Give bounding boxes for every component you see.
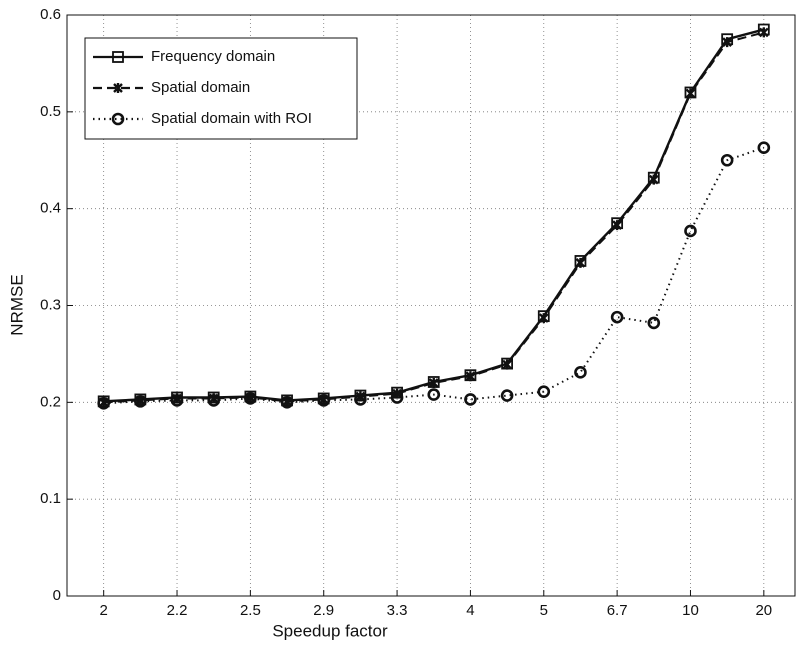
marker	[722, 37, 732, 48]
marker	[758, 27, 769, 38]
marker	[720, 153, 734, 167]
plot-frame	[66, 14, 796, 597]
marker	[427, 388, 441, 401]
x-tick-label: 5	[540, 602, 548, 619]
legend-box	[84, 37, 358, 140]
marker	[648, 174, 659, 185]
marker	[612, 220, 622, 231]
legend-label: Spatial domain with ROI	[151, 110, 312, 127]
marker	[538, 313, 549, 324]
marker	[574, 366, 587, 379]
x-tick-label: 10	[682, 602, 699, 619]
marker	[280, 396, 294, 409]
legend-label: Frequency domain	[151, 48, 275, 65]
marker	[113, 83, 123, 93]
x-tick-label: 2.9	[313, 602, 334, 619]
legend: Frequency domain Spatial domain Spatial do…	[84, 37, 358, 140]
x-axis-label: Speedup factor	[272, 621, 388, 640]
x-tick-label: 6.7	[607, 602, 628, 619]
marker	[757, 141, 771, 154]
series-line	[103, 146, 765, 405]
x-tick-label: 4	[466, 602, 474, 619]
marker	[464, 393, 477, 406]
y-tick-label: 0.3	[40, 296, 61, 313]
marker	[685, 88, 696, 99]
x-tick-label: 2.2	[167, 602, 188, 619]
marker	[317, 394, 331, 407]
marker	[428, 377, 439, 388]
marker	[465, 371, 476, 382]
marker	[500, 389, 514, 402]
x-tick-label: 2.5	[240, 602, 261, 619]
marker	[112, 51, 124, 63]
marker	[684, 224, 697, 238]
marker	[610, 310, 624, 324]
marker	[575, 257, 586, 268]
x-tick-label: 2	[100, 602, 108, 619]
marker	[111, 112, 125, 126]
marker	[354, 393, 367, 406]
marker	[244, 392, 257, 405]
y-tick-label: 0.6	[40, 6, 61, 23]
y-tick-label: 0	[53, 587, 61, 604]
x-tick-label: 20	[755, 602, 772, 619]
legend-label: Spatial domain	[151, 79, 250, 96]
marker	[207, 394, 221, 407]
y-tick-label: 0.5	[40, 103, 61, 120]
marker	[390, 391, 404, 404]
y-tick-label: 0.4	[40, 200, 61, 217]
y-tick-label: 0.2	[40, 393, 61, 410]
marker	[537, 385, 551, 398]
y-axis-label: NRMSE	[7, 274, 26, 335]
y-tick-label: 0.1	[40, 490, 61, 507]
marker	[502, 359, 512, 370]
marker	[97, 397, 110, 410]
x-tick-label: 3.3	[387, 602, 408, 619]
marker	[647, 316, 661, 330]
marker	[170, 394, 184, 407]
marker	[134, 395, 147, 408]
